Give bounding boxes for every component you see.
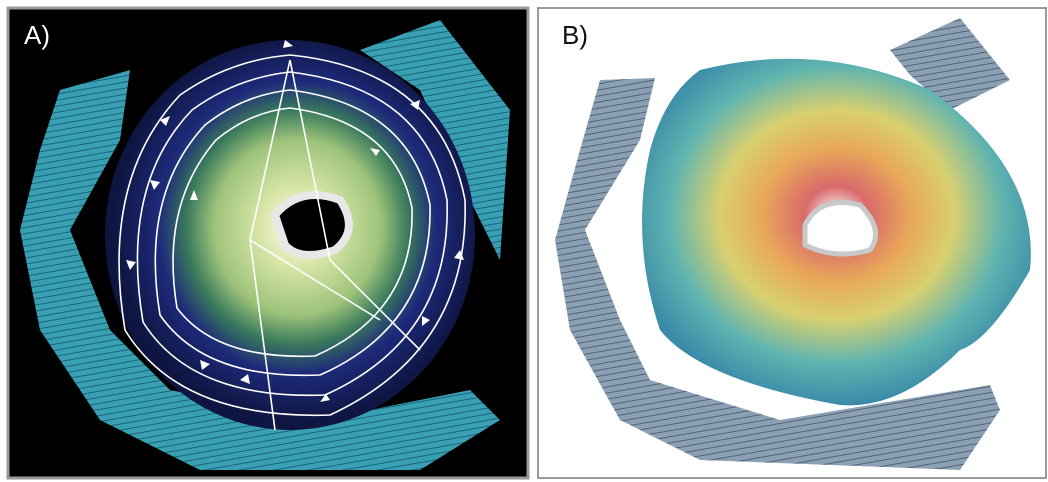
panel-b: B)	[538, 8, 1046, 478]
panel-label: A)	[24, 20, 50, 50]
figure: A) B)	[0, 0, 1048, 482]
page: A) B) (() => { const data = JSON.parse(d…	[0, 0, 1048, 482]
panel-a: A)	[8, 8, 528, 478]
panel-label: B)	[562, 20, 588, 50]
crater	[805, 203, 876, 255]
crater	[275, 195, 349, 255]
